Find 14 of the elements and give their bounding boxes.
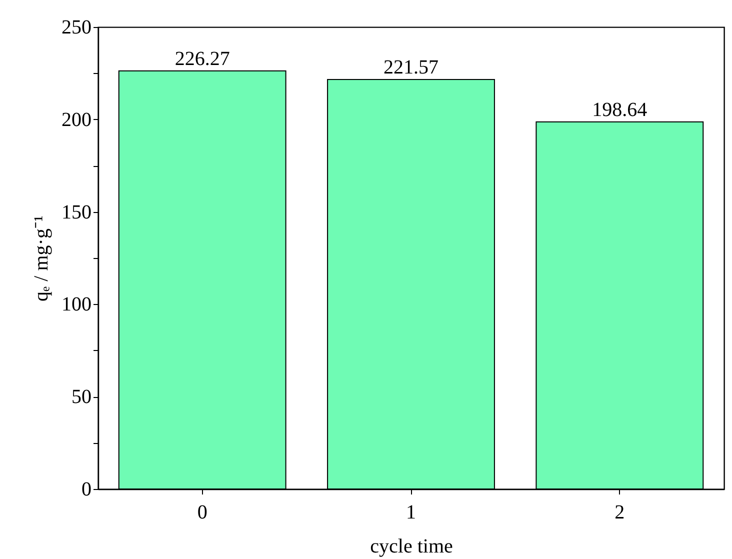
- y-tick-label: 250: [62, 16, 92, 38]
- x-tick-label: 0: [197, 502, 208, 524]
- x-tick-label: 2: [614, 502, 625, 524]
- data-label: 226.27: [174, 48, 230, 70]
- x-tick-label: 1: [406, 502, 416, 524]
- data-label: 221.57: [384, 56, 438, 79]
- x-axis-title: cycle time: [370, 536, 453, 558]
- y-tick-label: 50: [72, 386, 92, 408]
- y-axis-title: qₑ / mg·g⁻¹: [30, 216, 52, 302]
- y-tick-label: 0: [82, 478, 92, 500]
- data-label: 198.64: [592, 98, 648, 121]
- y-tick-label: 150: [62, 201, 92, 224]
- y-tick-label: 200: [62, 108, 92, 131]
- y-tick-label: 100: [62, 294, 92, 316]
